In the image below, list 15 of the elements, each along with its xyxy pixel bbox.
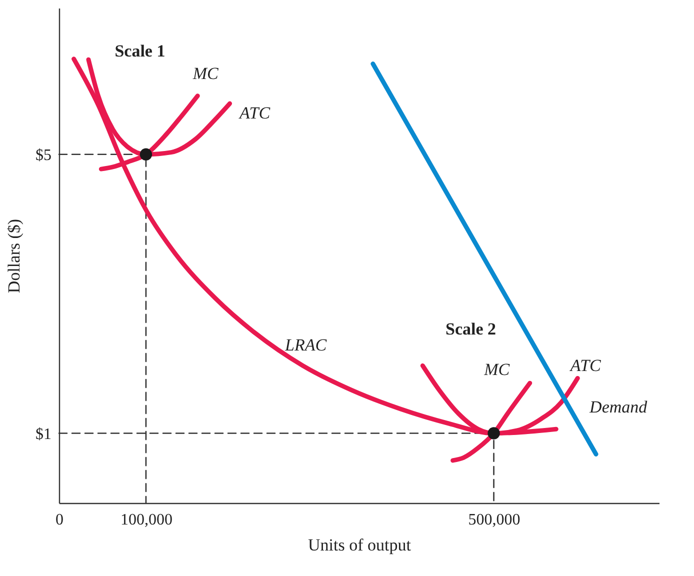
x-axis-title: Units of output <box>308 536 412 554</box>
x-tick-label: 500,000 <box>468 512 520 528</box>
annotation: Demand <box>588 397 648 416</box>
y-tick-label: $1 <box>36 426 52 443</box>
x-tick-label: 0 <box>56 512 64 528</box>
annotation: LRAC <box>284 336 328 355</box>
annotation: Scale 1 <box>114 41 166 60</box>
annotation: ATC <box>569 356 602 376</box>
y-tick-label: $5 <box>36 146 52 164</box>
y-axis-title: Dollars ($) <box>4 218 24 294</box>
x-tick-label: 100,000 <box>120 512 172 528</box>
annotation: MC <box>483 360 510 380</box>
annotation: Scale 2 <box>446 319 496 338</box>
annotation: ATC <box>238 104 271 123</box>
annotation: MC <box>192 64 220 83</box>
